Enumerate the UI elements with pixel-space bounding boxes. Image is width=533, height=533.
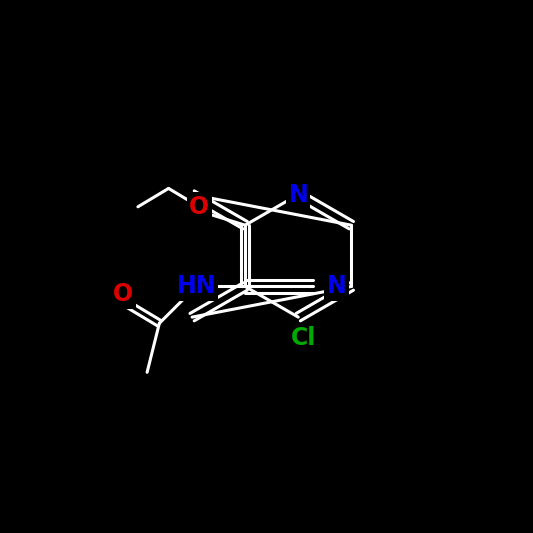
Text: O: O [114, 282, 133, 306]
Text: N: N [288, 182, 308, 207]
Text: O: O [189, 195, 209, 219]
Text: N: N [327, 274, 346, 298]
Text: HN: HN [176, 274, 216, 298]
Text: Cl: Cl [291, 326, 316, 351]
